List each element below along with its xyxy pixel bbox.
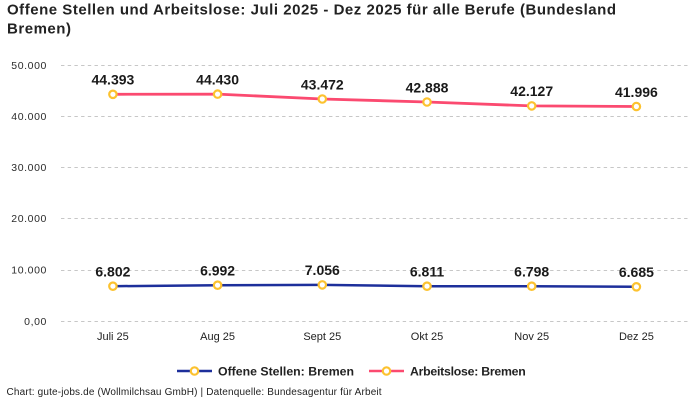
svg-text:44.393: 44.393: [91, 72, 134, 88]
svg-text:30.000: 30.000: [11, 162, 47, 174]
svg-text:7.056: 7.056: [305, 262, 340, 278]
svg-text:44.430: 44.430: [196, 71, 239, 87]
svg-text:Sept 25: Sept 25: [303, 331, 341, 343]
svg-text:6.685: 6.685: [619, 264, 654, 280]
svg-text:20.000: 20.000: [11, 213, 47, 225]
svg-text:41.996: 41.996: [615, 84, 658, 100]
svg-text:0,00: 0,00: [24, 316, 47, 328]
svg-text:Offene Stellen: Bremen: Offene Stellen: Bremen: [218, 364, 354, 378]
svg-text:Arbeitslose: Bremen: Arbeitslose: Bremen: [410, 364, 526, 378]
svg-text:42.888: 42.888: [406, 79, 449, 95]
svg-text:Okt 25: Okt 25: [411, 331, 443, 343]
svg-text:43.472: 43.472: [301, 76, 344, 92]
svg-text:Nov 25: Nov 25: [514, 331, 549, 343]
svg-text:6.802: 6.802: [95, 264, 130, 280]
svg-text:Bremen): Bremen): [7, 21, 72, 38]
svg-text:Dez 25: Dez 25: [619, 331, 654, 343]
svg-text:6.992: 6.992: [200, 263, 235, 279]
svg-text:Chart: gute-jobs.de (Wollmilch: Chart: gute-jobs.de (Wollmilchsau GmbH) …: [7, 387, 382, 398]
svg-text:50.000: 50.000: [11, 60, 47, 72]
svg-text:Aug 25: Aug 25: [200, 331, 235, 343]
svg-text:10.000: 10.000: [11, 265, 47, 277]
svg-text:Juli 25: Juli 25: [97, 331, 129, 343]
svg-text:6.798: 6.798: [514, 264, 549, 280]
svg-text:Offene Stellen und Arbeitslose: Offene Stellen und Arbeitslose: Juli 202…: [7, 2, 617, 19]
svg-text:6.811: 6.811: [410, 264, 444, 280]
svg-text:40.000: 40.000: [11, 111, 47, 123]
svg-text:42.127: 42.127: [510, 83, 553, 99]
